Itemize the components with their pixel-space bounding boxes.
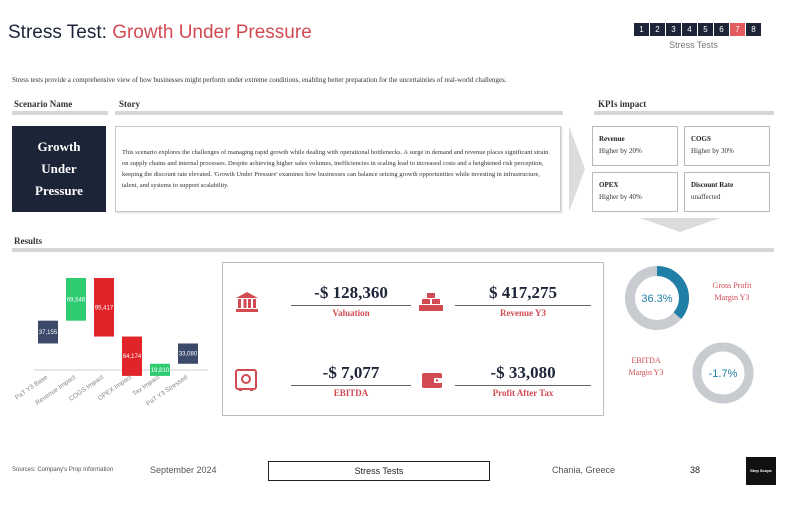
kpi-card-discount-rate: Discount Rate unaffected: [684, 172, 770, 212]
story-heading: Story: [119, 99, 140, 109]
waterfall-bar-4: [150, 363, 170, 376]
ebitda-margin-donut: -1.7%: [692, 342, 754, 404]
footer-section-title: Stress Tests: [268, 461, 490, 481]
page-button-4[interactable]: 4: [682, 23, 697, 36]
waterfall-bar-5: [178, 343, 198, 364]
page-button-6[interactable]: 6: [714, 23, 729, 36]
waterfall-data-label: 95,417: [95, 305, 114, 311]
divider: [12, 248, 774, 252]
intro-text: Stress tests provide a comprehensive vie…: [12, 76, 507, 84]
scenario-heading: Scenario Name: [14, 99, 73, 109]
story-text: This scenario explores the challenges of…: [115, 126, 561, 212]
page-number: 38: [690, 465, 701, 475]
gross-margin-value: 36.3%: [641, 293, 672, 305]
kpis-heading: KPIs impact: [598, 99, 647, 109]
page-navigator-label: Stress Tests: [669, 40, 718, 50]
bank-icon: [236, 292, 258, 312]
results-metrics-panel: -$ 128,360 Valuation $ 417,275 Revenue Y…: [222, 262, 604, 416]
waterfall-data-label: 64,174: [123, 354, 142, 360]
wallet-icon: [422, 373, 442, 388]
coins-stack-icon: [419, 293, 443, 311]
footer-location: Chania, Greece: [552, 465, 616, 475]
arrow-right-icon: [569, 126, 585, 212]
page-button-3[interactable]: 3: [666, 23, 681, 36]
divider: [115, 111, 563, 115]
ebitda-margin-label: EBITDA Margin Y3: [628, 356, 664, 377]
valuation-metric: -$ 128,360 Valuation: [291, 283, 411, 318]
waterfall-bar-0: [38, 320, 58, 344]
ebitda-metric: -$ 7,077 EBITDA: [291, 363, 411, 398]
page-button-1[interactable]: 1: [634, 23, 649, 36]
divider: [12, 111, 108, 115]
footer-date: September 2024: [150, 465, 217, 475]
page-title: Stress Test: Growth Under Pressure: [8, 22, 312, 43]
waterfall-bar-1: [66, 278, 86, 321]
waterfall-bar-2: [94, 278, 114, 337]
page-button-5[interactable]: 5: [698, 23, 713, 36]
scenario-name-card: Growth Under Pressure: [12, 126, 106, 212]
kpi-card-cogs: COGS Higher by 30%: [684, 126, 770, 166]
waterfall-data-label: 37,155: [39, 330, 58, 336]
profit-after-tax-metric: -$ 33,080 Profit After Tax: [455, 363, 591, 398]
divider: [594, 111, 774, 115]
gross-margin-donut: 36.3%: [625, 266, 689, 330]
ebitda-margin-value: -1.7%: [709, 368, 738, 380]
page-button-7[interactable]: 7: [730, 23, 745, 36]
arrow-down-icon: [640, 218, 720, 232]
waterfall-chart: 37,155 PaT Y3 Base 69,546 Revenue Impact 95,…: [8, 270, 218, 420]
kpi-card-revenue: Revenue Higher by 20%: [592, 126, 678, 166]
footer-source: Sources: Company's Prop Information: [12, 467, 114, 473]
page-button-8[interactable]: 8: [746, 23, 761, 36]
waterfall-data-label: 33,080: [179, 352, 198, 358]
waterfall-data-label: 69,546: [67, 297, 86, 303]
kpi-card-opex: OPEX Higher by 40%: [592, 172, 678, 212]
revenue-y3-metric: $ 417,275 Revenue Y3: [455, 283, 591, 318]
page-button-2[interactable]: 2: [650, 23, 665, 36]
waterfall-bar-3: [122, 336, 142, 376]
gross-margin-label: Gross Profit Margin Y3: [712, 281, 752, 302]
waterfall-data-label: 19,810: [151, 368, 170, 374]
safe-icon: [235, 369, 257, 391]
results-heading: Results: [14, 236, 43, 246]
company-logo: Step Scope: [746, 457, 776, 485]
